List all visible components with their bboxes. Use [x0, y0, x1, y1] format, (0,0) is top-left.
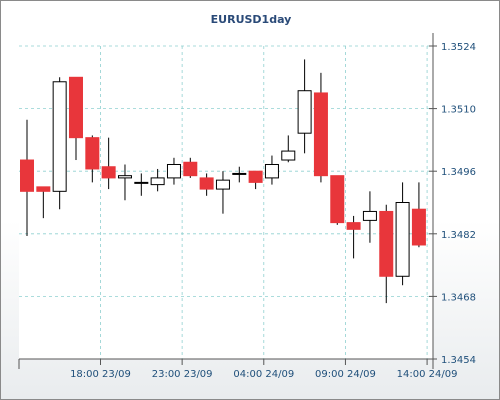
candle-body-up — [166, 163, 181, 179]
candle-body-up — [150, 177, 165, 186]
candle-body-up — [395, 202, 410, 277]
candle-body-down — [411, 208, 426, 246]
candle-body-down — [20, 159, 34, 192]
candle-body-down — [330, 175, 345, 224]
axes: 1.3454 1.3468 1.3482 1.3496 1.3510 1.3524 18:0… — [18, 33, 476, 380]
x-tick-label: 23:00 23/09 — [152, 369, 213, 380]
x-tick-label: 14:00 24/09 — [397, 369, 458, 380]
chart-title: EURUSD1day — [211, 13, 292, 26]
plot-area — [19, 46, 433, 359]
candle-body-down — [346, 222, 361, 230]
candle-body-down — [199, 177, 214, 190]
candle-body-down — [85, 137, 100, 170]
y-tick-label: 1.3482 — [441, 230, 476, 241]
candle-body-down — [183, 161, 198, 177]
candle-body-up — [232, 172, 247, 175]
candle-body-up — [362, 210, 377, 221]
candle-body-up — [215, 179, 230, 190]
candle-body-up — [281, 150, 296, 161]
y-tick-label: 1.3524 — [441, 42, 476, 53]
candle-body-down — [379, 210, 394, 277]
candle-body-up — [264, 163, 279, 179]
candle-body-down — [248, 170, 263, 183]
y-tick-label: 1.3510 — [441, 105, 476, 116]
y-tick-label: 1.3496 — [441, 167, 476, 178]
y-tick-label: 1.3454 — [441, 355, 476, 366]
candle-body-down — [36, 186, 51, 192]
candle-body-up — [52, 81, 67, 192]
candle-body-up — [117, 175, 132, 179]
candle-body-down — [101, 166, 116, 179]
x-tick-label: 09:00 24/09 — [315, 369, 376, 380]
candle-body-down — [313, 92, 328, 177]
y-tick-label: 1.3468 — [441, 292, 476, 303]
x-tick-label: 18:00 23/09 — [70, 369, 131, 380]
candle-body-up — [134, 181, 149, 184]
candles — [20, 59, 426, 304]
gridlines — [19, 45, 433, 359]
plot-background — [19, 46, 433, 359]
x-tick-label: 04:00 24/09 — [233, 369, 294, 380]
candle-body-down — [68, 76, 83, 139]
candle-body-up — [297, 90, 312, 134]
